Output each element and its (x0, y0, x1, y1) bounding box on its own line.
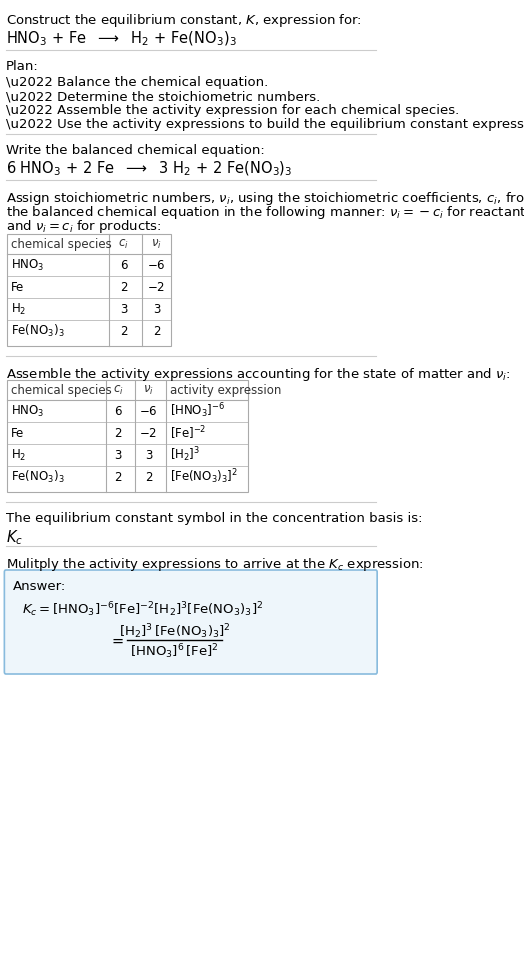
Text: $K_c$: $K_c$ (6, 528, 23, 547)
Text: $-2$: $-2$ (139, 427, 158, 439)
Text: Fe: Fe (11, 427, 24, 439)
Text: $[\mathrm{H_2}]^3\,[\mathrm{Fe(NO_3)_3}]^2$: $[\mathrm{H_2}]^3\,[\mathrm{Fe(NO_3)_3}]… (119, 622, 231, 640)
Text: Construct the equilibrium constant, $K$, expression for:: Construct the equilibrium constant, $K$,… (6, 12, 362, 29)
Text: HNO$_3$: HNO$_3$ (11, 257, 45, 273)
Text: $\nu_i$: $\nu_i$ (143, 383, 154, 397)
Text: The equilibrium constant symbol in the concentration basis is:: The equilibrium constant symbol in the c… (6, 512, 422, 525)
Text: $c_i$: $c_i$ (113, 383, 124, 397)
Bar (7, 380, 247, 492)
Text: [Fe(NO$_3$)$_3$]$^2$: [Fe(NO$_3$)$_3$]$^2$ (170, 468, 238, 486)
Text: 3: 3 (153, 302, 160, 316)
Text: Plan:: Plan: (6, 60, 39, 73)
Text: Assemble the activity expressions accounting for the state of matter and $\nu_i$: Assemble the activity expressions accoun… (6, 366, 510, 383)
Text: chemical species: chemical species (11, 383, 112, 397)
Text: $K_c = [\mathrm{HNO_3}]^{-6}[\mathrm{Fe}]^{-2}[\mathrm{H_2}]^3[\mathrm{Fe(NO_3)_: $K_c = [\mathrm{HNO_3}]^{-6}[\mathrm{Fe}… (22, 600, 263, 618)
Text: 2: 2 (115, 427, 122, 439)
Text: 2: 2 (145, 471, 152, 483)
Text: HNO$_3$ + Fe  $\longrightarrow$  H$_2$ + Fe(NO$_3$)$_3$: HNO$_3$ + Fe $\longrightarrow$ H$_2$ + F… (6, 30, 236, 48)
Text: Fe: Fe (11, 280, 24, 294)
Text: Mulitply the activity expressions to arrive at the $K_c$ expression:: Mulitply the activity expressions to arr… (6, 556, 423, 573)
Text: $-6$: $-6$ (139, 404, 158, 418)
Text: activity expression: activity expression (170, 383, 281, 397)
Text: the balanced chemical equation in the following manner: $\nu_i = -c_i$ for react: the balanced chemical equation in the fo… (6, 204, 524, 221)
Text: [Fe]$^{-2}$: [Fe]$^{-2}$ (170, 425, 206, 442)
Text: $=$: $=$ (109, 633, 125, 647)
Text: and $\nu_i = c_i$ for products:: and $\nu_i = c_i$ for products: (6, 218, 161, 235)
Text: $[\mathrm{HNO_3}]^6\,[\mathrm{Fe}]^2$: $[\mathrm{HNO_3}]^6\,[\mathrm{Fe}]^2$ (130, 642, 219, 661)
Text: Answer:: Answer: (13, 580, 67, 593)
Text: H$_2$: H$_2$ (11, 301, 26, 317)
Text: \u2022 Balance the chemical equation.: \u2022 Balance the chemical equation. (6, 76, 268, 89)
Text: \u2022 Determine the stoichiometric numbers.: \u2022 Determine the stoichiometric numb… (6, 90, 320, 103)
Text: [H$_2$]$^3$: [H$_2$]$^3$ (170, 446, 200, 464)
Text: 2: 2 (120, 280, 127, 294)
Text: 3: 3 (120, 302, 127, 316)
Text: 2: 2 (120, 325, 127, 337)
Text: $-6$: $-6$ (147, 258, 166, 272)
Text: $c_i$: $c_i$ (118, 238, 129, 250)
Text: \u2022 Use the activity expressions to build the equilibrium constant expression: \u2022 Use the activity expressions to b… (6, 118, 524, 131)
Text: \u2022 Assemble the activity expression for each chemical species.: \u2022 Assemble the activity expression … (6, 104, 459, 117)
Text: 6 HNO$_3$ + 2 Fe  $\longrightarrow$  3 H$_2$ + 2 Fe(NO$_3$)$_3$: 6 HNO$_3$ + 2 Fe $\longrightarrow$ 3 H$_… (6, 160, 292, 178)
Text: [HNO$_3$]$^{-6}$: [HNO$_3$]$^{-6}$ (170, 402, 225, 421)
Text: 3: 3 (145, 449, 152, 461)
Text: HNO$_3$: HNO$_3$ (11, 403, 45, 419)
Text: $\nu_i$: $\nu_i$ (151, 238, 162, 250)
Text: $-2$: $-2$ (147, 280, 166, 294)
Text: 6: 6 (120, 258, 127, 272)
Text: Fe(NO$_3$)$_3$: Fe(NO$_3$)$_3$ (11, 323, 64, 339)
Text: Fe(NO$_3$)$_3$: Fe(NO$_3$)$_3$ (11, 469, 64, 485)
Text: Write the balanced chemical equation:: Write the balanced chemical equation: (6, 144, 265, 157)
Text: chemical species: chemical species (11, 238, 112, 250)
FancyBboxPatch shape (4, 570, 377, 674)
Text: 6: 6 (115, 404, 122, 418)
Text: Assign stoichiometric numbers, $\nu_i$, using the stoichiometric coefficients, $: Assign stoichiometric numbers, $\nu_i$, … (6, 190, 524, 207)
Bar (7, 234, 171, 346)
Text: 2: 2 (153, 325, 160, 337)
Text: H$_2$: H$_2$ (11, 448, 26, 462)
Text: 2: 2 (115, 471, 122, 483)
Text: 3: 3 (115, 449, 122, 461)
